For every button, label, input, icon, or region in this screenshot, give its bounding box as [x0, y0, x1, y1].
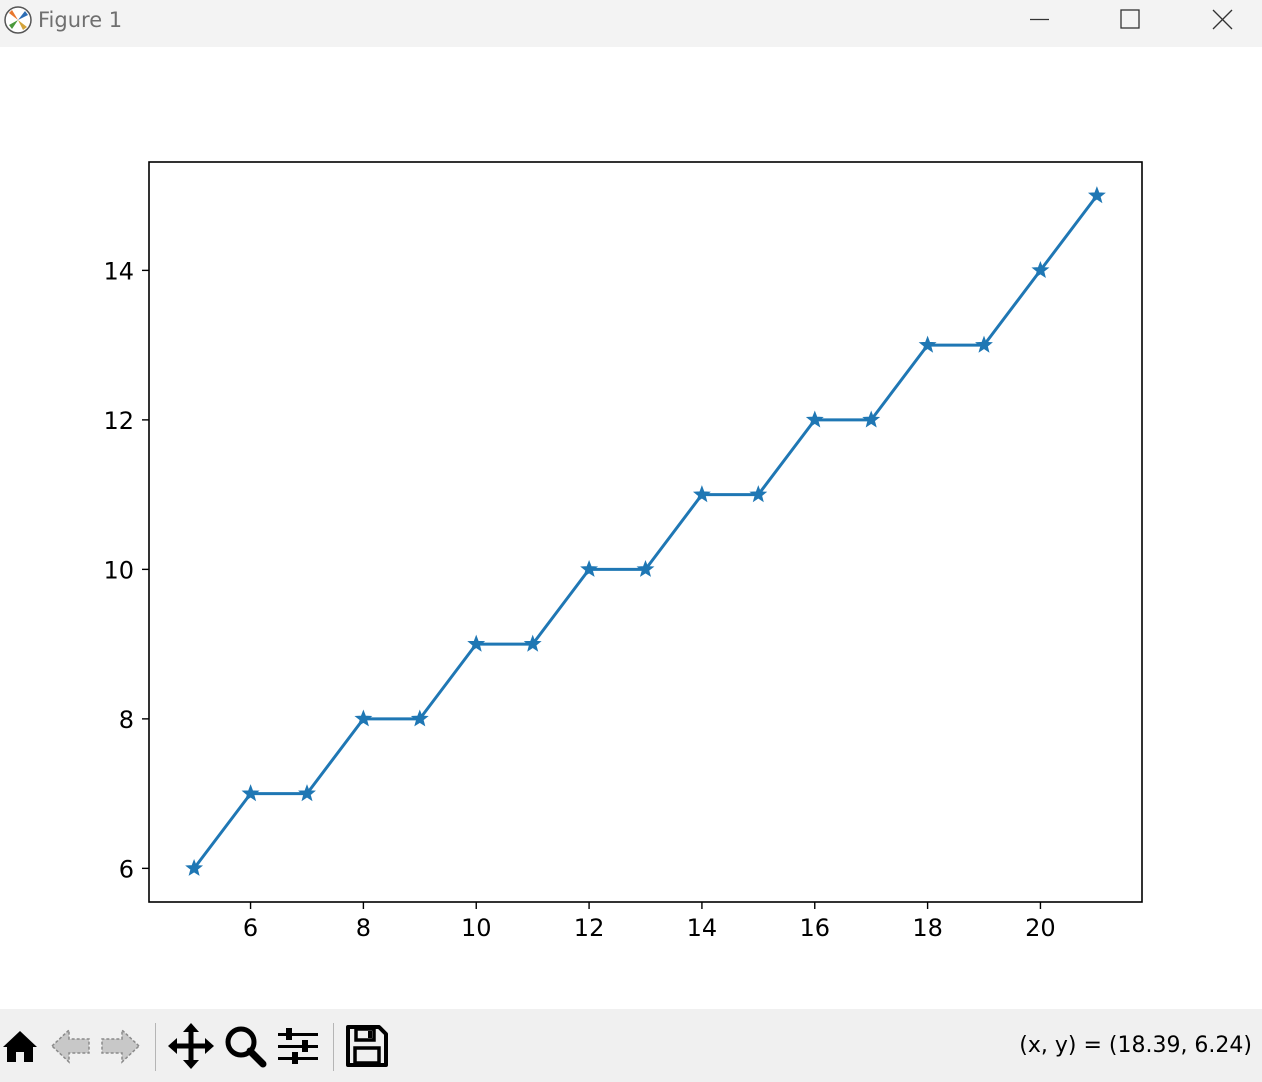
y-tick-label: 12 [103, 407, 134, 435]
window-title: Figure 1 [38, 8, 123, 32]
home-button[interactable] [0, 1021, 40, 1071]
save-icon [346, 1025, 388, 1067]
y-tick-label: 14 [103, 257, 134, 285]
y-tick-label: 10 [103, 556, 134, 584]
data-point-marker [636, 560, 655, 577]
back-button[interactable] [48, 1021, 93, 1071]
x-tick-label: 12 [574, 914, 605, 942]
matplotlib-logo-icon [4, 6, 32, 34]
x-tick-label: 16 [799, 914, 830, 942]
save-button[interactable] [343, 1021, 391, 1071]
zoom-icon [225, 1026, 267, 1068]
configure-subplots-icon [278, 1028, 318, 1064]
x-tick-label: 10 [461, 914, 492, 942]
zoom-button[interactable] [220, 1021, 270, 1071]
data-point-marker [749, 485, 768, 503]
x-tick-label: 14 [687, 914, 718, 942]
data-point-marker [298, 784, 316, 802]
series-markers [185, 186, 1106, 876]
minimize-button[interactable] [994, 0, 1084, 40]
forward-button[interactable] [98, 1021, 143, 1071]
navigation-toolbar: (x, y) = (18.39, 6.24) [0, 1009, 1262, 1082]
data-point-marker [918, 335, 937, 353]
title-bar: Figure 1 [0, 0, 1262, 47]
toolbar-separator [333, 1023, 334, 1071]
x-tick-label: 8 [356, 914, 371, 942]
data-point-marker [1087, 186, 1106, 204]
y-tick-label: 8 [119, 706, 134, 734]
data-point-marker [410, 709, 429, 727]
forward-icon [101, 1028, 141, 1064]
toolbar-separator [155, 1023, 156, 1071]
figure-canvas[interactable]: 6 8 10 12 14 16 18 20 6 8 10 12 14 [0, 47, 1262, 1009]
data-point-marker [354, 709, 373, 727]
data-point-marker [862, 410, 881, 428]
pan-icon [168, 1023, 214, 1069]
plot-area [148, 161, 1143, 903]
home-icon [3, 1031, 37, 1062]
data-point-marker [467, 634, 486, 652]
x-tick-label: 20 [1025, 914, 1056, 942]
y-axis: 6 8 10 12 14 [103, 257, 149, 883]
back-icon [50, 1028, 90, 1064]
data-point-marker [523, 634, 542, 652]
maximize-button[interactable] [1085, 0, 1175, 40]
data-point-marker [1031, 261, 1050, 279]
configure-subplots-button[interactable] [274, 1021, 322, 1071]
data-point-marker [692, 485, 711, 503]
data-point-marker [185, 859, 204, 876]
data-point-marker [805, 410, 824, 428]
close-button[interactable] [1176, 0, 1262, 40]
cursor-coordinates: (x, y) = (18.39, 6.24) [1019, 1033, 1252, 1058]
line-chart: 6 8 10 12 14 16 18 20 6 8 10 12 14 [103, 161, 1143, 942]
x-axis: 6 8 10 12 14 16 18 20 [243, 902, 1056, 942]
data-point-marker [241, 784, 260, 802]
y-tick-label: 6 [119, 855, 134, 883]
pan-button[interactable] [166, 1021, 216, 1071]
data-point-marker [975, 335, 993, 353]
x-tick-label: 18 [912, 914, 943, 942]
data-point-marker [580, 560, 599, 577]
x-tick-label: 6 [243, 914, 258, 942]
